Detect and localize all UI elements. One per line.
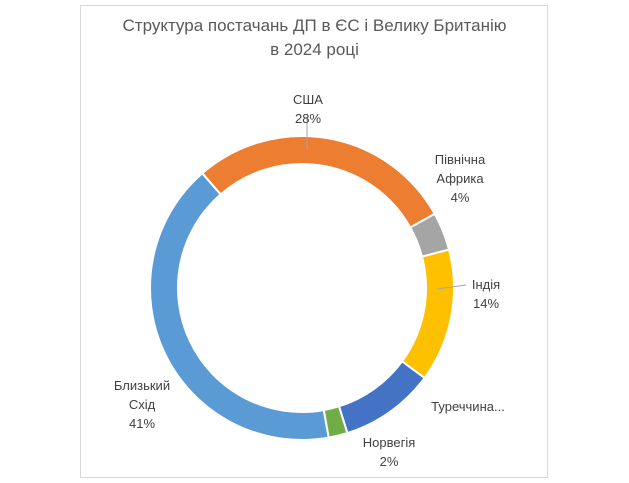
data-label-норвегія: Норвегія 2%	[363, 435, 416, 469]
data-label-північна: Північна Африка 4%	[435, 152, 486, 205]
slice-індія	[400, 248, 455, 380]
chart-title-line-1: Структура постачань ДП в ЄС і Велику Бри…	[122, 16, 507, 35]
slice-близький	[149, 171, 330, 441]
chart-title: Структура постачань ДП в ЄС і Велику Бри…	[0, 14, 629, 62]
slice-сша	[200, 135, 437, 229]
data-labels: США 28% Північна Африка 4% Індія 14% Туреччина.…	[114, 92, 505, 469]
slice-туреччина	[337, 359, 426, 435]
donut-slices	[149, 135, 455, 441]
chart-title-line-2: в 2024 році	[270, 40, 359, 59]
leader-line-індія	[436, 284, 467, 290]
leader-lines	[306, 117, 467, 290]
data-label-близький: Близький Схід 41%	[114, 378, 170, 431]
data-label-туреччина: Туреччина...	[431, 399, 505, 414]
data-label-сша: США 28%	[293, 92, 323, 126]
data-label-індія: Індія 14%	[472, 277, 500, 311]
